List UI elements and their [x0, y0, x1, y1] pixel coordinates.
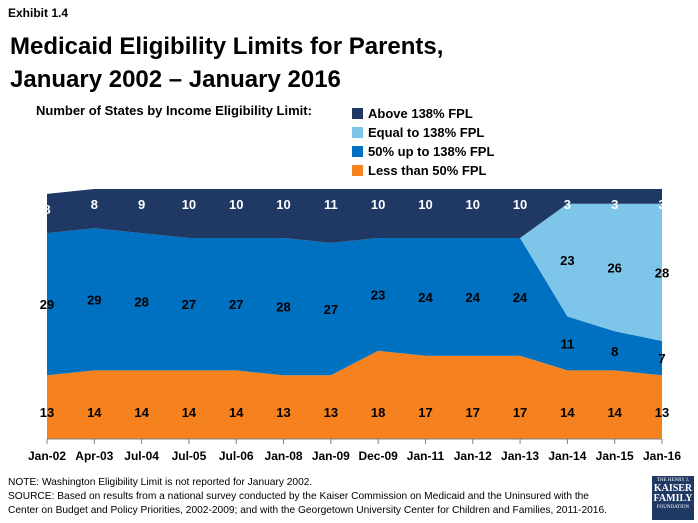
title-line-2: January 2002 – January 2016 — [10, 66, 341, 93]
kff-logo: THE HENRY J. KAISER FAMILY FOUNDATION — [652, 476, 694, 520]
data-label: 14 — [229, 405, 244, 420]
x-tick-label: Jan-08 — [265, 449, 303, 463]
x-tick-label: Jan-16 — [643, 449, 681, 463]
stacked-area-chart: 13 14 14 14 14 13 13 18 17 17 17 14 14 13 29 29 28 27 27 28… — [28, 189, 681, 463]
legend-swatch — [352, 146, 363, 157]
x-tick-label: Jan-09 — [312, 449, 350, 463]
x-tick-label: Dec-09 — [358, 449, 398, 463]
data-label: 3 — [564, 197, 571, 212]
data-label: 10 — [513, 197, 527, 212]
chart-subtitle: Number of States by Income Eligibility L… — [36, 103, 312, 118]
source-text-2: Center on Budget and Policy Priorities, … — [8, 505, 607, 516]
legend-label: Equal to 138% FPL — [368, 125, 485, 140]
area-less-than-50-fpl — [47, 350, 662, 439]
chart-legend: Above 138% FPL Equal to 138% FPL 50% up … — [352, 104, 494, 180]
data-label: 23 — [560, 253, 574, 268]
data-label: 8 — [91, 197, 98, 212]
data-label: 14 — [87, 405, 102, 420]
data-label: 27 — [229, 297, 243, 312]
data-label: 7 — [658, 351, 665, 366]
legend-swatch — [352, 165, 363, 176]
x-tick-label: Jan-12 — [454, 449, 492, 463]
data-label: 10 — [182, 197, 196, 212]
data-label: 10 — [418, 197, 432, 212]
data-label: 24 — [466, 290, 481, 305]
data-label: 10 — [466, 197, 480, 212]
logo-text: FOUNDATION — [656, 505, 690, 510]
data-label: 3 — [611, 197, 618, 212]
data-label: 14 — [560, 405, 575, 420]
data-label: 17 — [513, 405, 527, 420]
data-label: 14 — [182, 405, 197, 420]
logo-text: KAISER — [653, 483, 693, 494]
exhibit-label: Exhibit 1.4 — [8, 6, 69, 20]
data-label: 14 — [134, 405, 149, 420]
data-label: 10 — [229, 197, 243, 212]
data-label: 13 — [40, 405, 54, 420]
logo-text: THE HENRY J. — [656, 478, 690, 483]
x-tick-label: Jul-05 — [172, 449, 207, 463]
data-label: 17 — [418, 405, 432, 420]
data-label: 23 — [371, 287, 385, 302]
data-label: 11 — [561, 336, 575, 351]
data-label: 8 — [43, 202, 50, 217]
x-tick-label: Apr-03 — [75, 449, 113, 463]
data-label: 8 — [611, 344, 618, 359]
note-text: NOTE: Washington Eligibility Limit is no… — [8, 477, 313, 488]
data-label: 11 — [324, 197, 338, 212]
data-label: 29 — [87, 292, 101, 307]
data-label: 14 — [607, 405, 622, 420]
data-label: 13 — [324, 405, 338, 420]
data-label: 27 — [182, 297, 196, 312]
data-label: 9 — [138, 197, 145, 212]
data-label: 28 — [276, 300, 290, 315]
data-label: 3 — [658, 197, 665, 212]
data-label: 10 — [371, 197, 385, 212]
data-label: 17 — [466, 405, 480, 420]
x-tick-label: Jan-11 — [407, 449, 445, 463]
x-tick-label: Jan-13 — [501, 449, 539, 463]
data-label: 10 — [276, 197, 290, 212]
area-50-up-to-138-fpl — [47, 228, 662, 376]
data-label: 26 — [607, 260, 621, 275]
source-text-1: SOURCE: Based on results from a national… — [8, 491, 589, 502]
title-line-1: Medicaid Eligibility Limits for Parents, — [10, 33, 444, 60]
page-title: Medicaid Eligibility Limits for Parents,… — [10, 30, 443, 96]
legend-label: Above 138% FPL — [368, 106, 473, 121]
data-label: 28 — [655, 265, 669, 280]
data-label: 13 — [655, 405, 669, 420]
legend-item-above-138: Above 138% FPL — [352, 104, 494, 123]
legend-item-50-to-138: 50% up to 138% FPL — [352, 142, 494, 161]
chart-notes: NOTE: Washington Eligibility Limit is no… — [8, 476, 648, 518]
x-tick-label: Jan-15 — [596, 449, 634, 463]
data-label: 27 — [324, 302, 338, 317]
legend-label: Less than 50% FPL — [368, 163, 487, 178]
logo-text: FAMILY — [653, 493, 693, 504]
legend-swatch — [352, 108, 363, 119]
legend-item-equal-138: Equal to 138% FPL — [352, 123, 494, 142]
data-label: 29 — [40, 297, 54, 312]
legend-swatch — [352, 127, 363, 138]
x-tick-label: Jan-14 — [548, 449, 586, 463]
data-label: 24 — [513, 290, 528, 305]
x-tick-label: Jan-02 — [28, 449, 66, 463]
data-label: 13 — [276, 405, 290, 420]
area-equal-to-138-fpl — [47, 203, 662, 341]
legend-label: 50% up to 138% FPL — [368, 144, 495, 159]
area-above-138-fpl — [47, 189, 662, 243]
data-label: 24 — [418, 290, 433, 305]
data-label: 28 — [134, 295, 148, 310]
legend-item-less-50: Less than 50% FPL — [352, 161, 494, 180]
data-label: 18 — [371, 405, 385, 420]
x-tick-label: Jul-04 — [124, 449, 159, 463]
x-tick-label: Jul-06 — [219, 449, 254, 463]
